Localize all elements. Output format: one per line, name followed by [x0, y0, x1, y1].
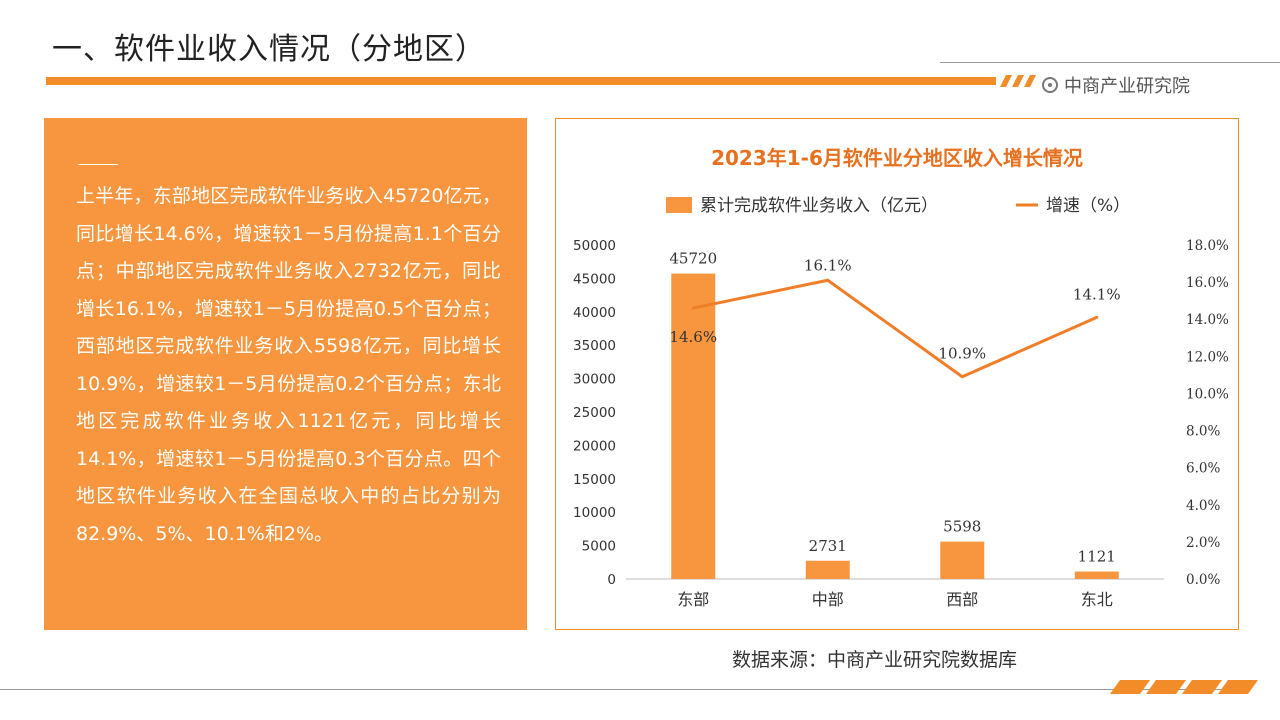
growth-point-0: [691, 306, 695, 310]
bar-2: [940, 541, 985, 579]
growth-line: [692, 278, 1098, 379]
bar-value-label: 1121: [1078, 548, 1116, 566]
y-left-tick-label: 25000: [573, 405, 616, 421]
footer-stripes-decoration: [1110, 680, 1258, 694]
y-left-tick-label: 30000: [573, 372, 616, 388]
y-left-tick-label: 40000: [573, 305, 616, 321]
summary-text-panel: 上半年，东部地区完成软件业务收入45720亿元，同比增长14.6%，增速较1－5…: [44, 118, 527, 630]
y-left-tick-label: 45000: [573, 271, 616, 287]
page-title: 一、软件业收入情况（分地区）: [52, 32, 486, 67]
growth-value-label: 14.1%: [1073, 285, 1121, 303]
y-left-tick-label: 10000: [573, 505, 616, 521]
y-right-tick-label: 12.0%: [1186, 349, 1229, 365]
growth-point-1: [826, 278, 830, 282]
growth-value-label: 10.9%: [938, 345, 986, 363]
title-underline-bar: [46, 77, 996, 85]
growth-point-3: [1095, 315, 1099, 319]
brand-logo-text: 中商产业研究院: [1064, 76, 1190, 97]
x-tick-label: 西部: [946, 590, 978, 609]
summary-paragraph: 上半年，东部地区完成软件业务收入45720亿元，同比增长14.6%，增速较1－5…: [76, 185, 501, 545]
text-panel-dash: [78, 164, 118, 165]
header-divider: [940, 62, 1280, 63]
y-left-tick-label: 35000: [573, 338, 616, 354]
y-right-tick-label: 0.0%: [1186, 572, 1220, 588]
bar-0: [671, 273, 716, 579]
footer-divider: [0, 689, 1240, 690]
growth-value-label: 14.6%: [669, 328, 717, 346]
y-left-tick-label: 0: [607, 572, 616, 588]
y-left-tick-label: 5000: [582, 539, 616, 555]
title-stripes-decoration: [1000, 75, 1036, 87]
bar-3: [1074, 571, 1119, 579]
chart-panel: 2023年1-6月软件业分地区收入增长情况累计完成软件业务收入（亿元） 增速（%）…: [555, 118, 1239, 630]
growth-point-2: [960, 375, 964, 379]
y-right-tick-label: 4.0%: [1186, 498, 1220, 514]
y-right-tick-label: 16.0%: [1186, 275, 1229, 291]
y-left-tick-label: 15000: [573, 472, 616, 488]
y-right-tick-label: 14.0%: [1186, 312, 1229, 328]
y-right-tick-label: 10.0%: [1186, 386, 1229, 402]
legend-bar-label: 累计完成软件业务收入（亿元）: [700, 196, 938, 216]
logo-circle-icon: [1042, 77, 1058, 93]
bar-value-label: 45720: [669, 250, 717, 268]
x-tick-label: 中部: [812, 590, 844, 609]
data-source-note: 数据来源：中商产业研究院数据库: [732, 649, 1018, 671]
y-right-tick-label: 2.0%: [1186, 535, 1220, 551]
brand-logo: 中商产业研究院: [1042, 72, 1190, 98]
bar-value-label: 2731: [809, 537, 847, 555]
y-left-tick-label: 20000: [573, 438, 616, 454]
growth-value-label: 16.1%: [804, 256, 852, 274]
y-left-tick-label: 50000: [573, 238, 616, 254]
legend-bar-swatch: [666, 197, 692, 213]
bar-value-label: 5598: [943, 518, 981, 536]
y-right-tick-label: 8.0%: [1186, 424, 1220, 440]
x-tick-label: 东北: [1081, 590, 1113, 609]
chart-title: 2023年1-6月软件业分地区收入增长情况: [711, 146, 1083, 170]
legend-line-label: 增速（%）: [1046, 196, 1130, 216]
y-right-tick-label: 18.0%: [1186, 238, 1229, 254]
x-tick-label: 东部: [677, 590, 709, 609]
y-right-tick-label: 6.0%: [1186, 461, 1220, 477]
bar-1: [805, 560, 850, 579]
